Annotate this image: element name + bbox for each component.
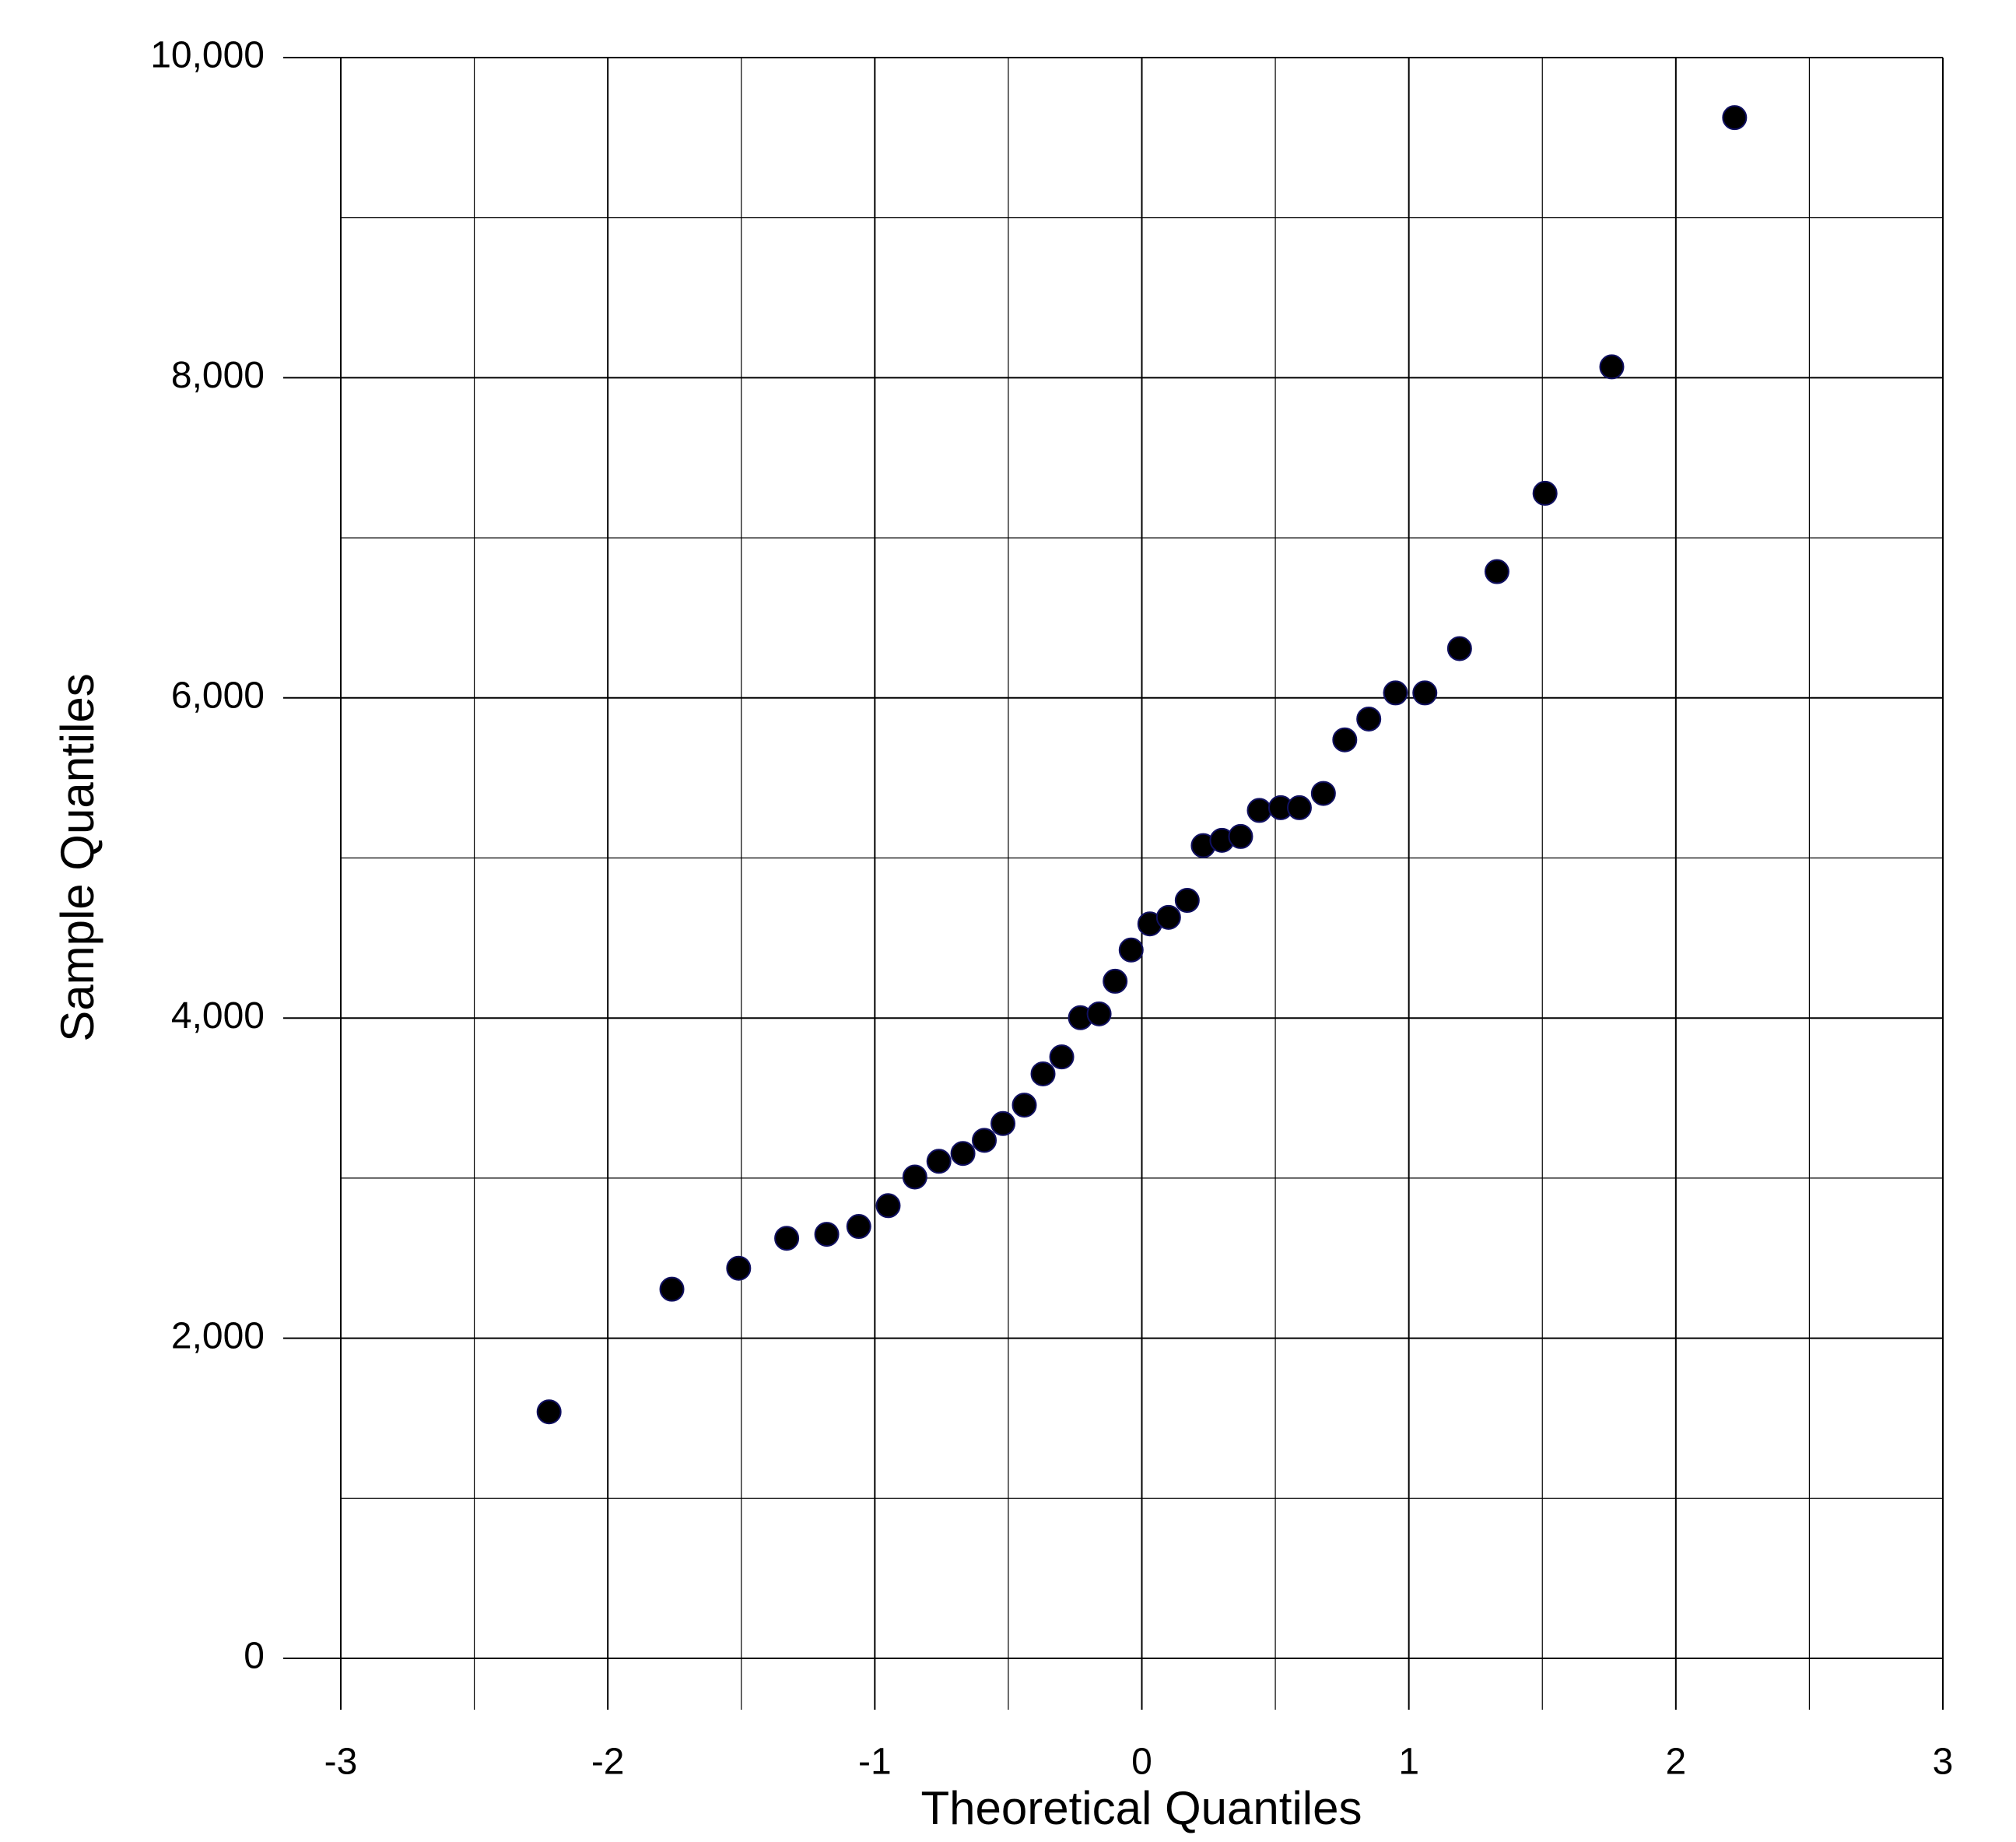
x-tick-label: 3: [1933, 1742, 1954, 1783]
x-tick-label: 2: [1665, 1742, 1686, 1783]
data-point: [846, 1214, 871, 1240]
data-point: [1484, 559, 1509, 584]
data-point: [1228, 823, 1253, 849]
data-point: [1155, 904, 1181, 930]
x-tick-label: 1: [1398, 1742, 1419, 1783]
y-tick-label: 4,000: [171, 995, 265, 1037]
data-point: [1012, 1093, 1037, 1118]
data-point: [972, 1128, 997, 1153]
data-point: [1356, 706, 1382, 732]
data-point: [536, 1399, 562, 1425]
data-point: [1599, 354, 1625, 380]
data-point: [1310, 781, 1336, 806]
data-point: [950, 1141, 976, 1167]
data-point: [1412, 680, 1438, 706]
y-tick-label: 0: [244, 1636, 265, 1677]
data-point: [1286, 795, 1312, 820]
data-point: [1174, 888, 1200, 914]
y-tick-label: 2,000: [171, 1315, 265, 1356]
x-tick-label: -1: [858, 1742, 892, 1783]
y-tick-label: 10,000: [150, 35, 265, 76]
data-point: [1532, 480, 1558, 506]
data-point: [659, 1276, 685, 1302]
data-point: [1446, 636, 1472, 661]
data-point: [1246, 798, 1272, 823]
y-axis-label: Sample Quantiles: [51, 673, 103, 1042]
data-point: [875, 1193, 901, 1219]
x-tick-label: -3: [324, 1742, 358, 1783]
data-point: [774, 1226, 800, 1251]
x-tick-label: -2: [591, 1742, 625, 1783]
x-tick-label: 0: [1131, 1742, 1152, 1783]
data-point: [1103, 968, 1128, 994]
data-point: [726, 1255, 752, 1281]
data-point: [1086, 1001, 1112, 1026]
data-point: [902, 1164, 927, 1190]
data-point: [1332, 727, 1358, 753]
data-point: [1049, 1044, 1075, 1070]
data-point: [814, 1222, 840, 1247]
data-point: [1030, 1061, 1056, 1086]
y-tick-label: 8,000: [171, 355, 265, 396]
data-point: [1722, 105, 1748, 131]
data-point: [990, 1110, 1016, 1136]
data-point: [1383, 680, 1408, 706]
x-axis-label: Theoretical Quantiles: [921, 1782, 1362, 1834]
y-tick-label: 6,000: [171, 675, 265, 716]
data-point: [926, 1149, 952, 1174]
data-point: [1118, 937, 1144, 963]
